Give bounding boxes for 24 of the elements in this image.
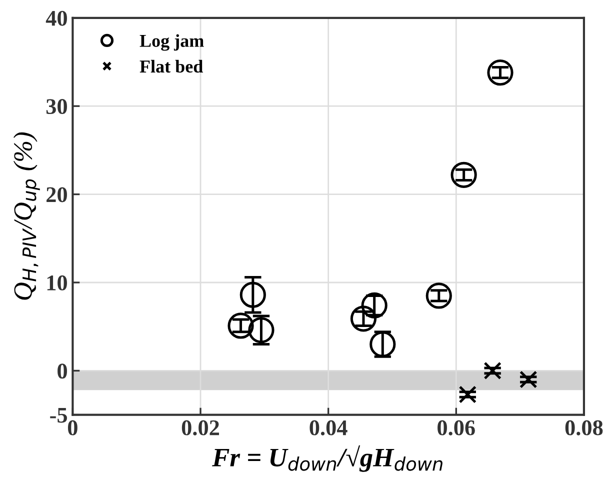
legend-label: Flat bed	[140, 60, 203, 73]
y-tick-label: 30	[46, 99, 67, 114]
point	[519, 370, 538, 388]
point	[228, 312, 254, 339]
y-axis-title: Q$_{H,PIV}$/Q$_{up}$ (%)	[13, 132, 40, 300]
legend-label: Log jam	[140, 34, 204, 51]
x-tick-label: 0.02	[182, 420, 219, 436]
point	[458, 386, 477, 404]
point	[484, 362, 502, 380]
point	[240, 282, 266, 308]
x-tick-label: 0.06	[438, 420, 475, 436]
y-tick-label: 0	[58, 364, 67, 379]
point	[350, 306, 377, 332]
point	[426, 282, 452, 309]
x-tick-label: 0.08	[565, 420, 603, 436]
x-tick-label: 0	[68, 420, 78, 436]
x-tick-label: 0.04	[310, 420, 348, 436]
x-axis-title: Fr = U$_{down}$/√gH$_{down}$	[212, 445, 442, 472]
y-tick-label: 20	[46, 187, 67, 202]
point	[487, 60, 514, 86]
point	[450, 162, 477, 188]
y-tick-label: 10	[47, 275, 67, 290]
y-tick-label: 40	[46, 10, 67, 26]
y-tick-label: -5	[50, 408, 68, 423]
